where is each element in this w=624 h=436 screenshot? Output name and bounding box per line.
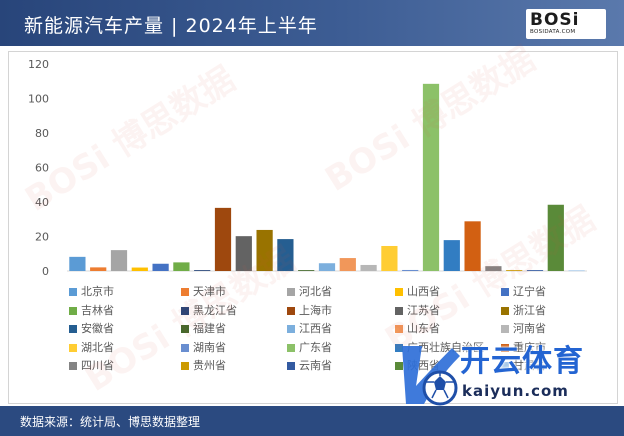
kaiyun-overlay: 开云体育 kaiyun.com <box>394 326 624 422</box>
kaiyun-brand-name: 开云体育 <box>460 344 584 379</box>
legend-label: 湖北省 <box>81 340 114 354</box>
bar-云南省 <box>526 270 544 271</box>
legend-label: 江西省 <box>299 322 332 335</box>
legend-label: 辽宁省 <box>513 285 546 298</box>
legend-swatch <box>501 343 509 352</box>
y-tick-label: 120 <box>28 58 49 71</box>
legend-label: 广东省 <box>299 340 332 354</box>
legend-swatch <box>287 306 295 315</box>
bar-天津市 <box>90 267 107 271</box>
legend-swatch <box>395 325 403 333</box>
legend-label: 甘肃省 <box>513 359 546 372</box>
bar-四川省 <box>485 266 502 271</box>
legend-swatch <box>501 288 509 296</box>
legend-swatch <box>395 288 403 296</box>
bar-吉林省 <box>173 262 190 272</box>
bar-上海市 <box>214 207 232 271</box>
bar-辽宁省 <box>152 263 169 271</box>
bar-山东省 <box>339 258 356 271</box>
bar-陕西省 <box>547 204 564 271</box>
legend-swatch <box>287 325 295 333</box>
bar-北京市 <box>69 256 86 271</box>
y-tick-label: 100 <box>28 93 49 106</box>
legend-label: 重庆市 <box>513 340 546 354</box>
legend-label: 山西省 <box>407 285 440 298</box>
bar-chart: 0 20 40 60 80 100 120 <box>28 58 587 278</box>
bar-广东省 <box>422 83 440 271</box>
legend-swatch <box>181 325 189 333</box>
chart-frame: 0 20 40 60 80 100 120 北京市 天津市 河北省 山西省 辽宁省吉林省 黑龙江省 上海… <box>8 39 618 404</box>
bar-贵州省 <box>506 270 523 271</box>
legend-swatch <box>395 306 403 315</box>
bar-福建省 <box>298 270 315 271</box>
bar-安徽省 <box>277 239 294 271</box>
legend-label: 贵州省 <box>193 359 226 372</box>
bar-河南省 <box>360 264 377 271</box>
chart-title: 新能源汽车产量 | 2024年上半年 <box>24 15 318 37</box>
legend-swatch <box>395 362 403 370</box>
bar-江苏省 <box>235 236 252 271</box>
legend-swatch <box>69 288 77 296</box>
y-tick-label: 60 <box>35 162 49 175</box>
legend-swatch <box>69 362 77 370</box>
legend-swatch <box>395 343 403 352</box>
legend-label: 江苏省 <box>407 303 440 317</box>
legend-label: 安徽省 <box>81 322 114 335</box>
bar-重庆市 <box>464 221 481 271</box>
legend-label: 山东省 <box>407 322 440 335</box>
legend-label: 上海市 <box>299 303 332 317</box>
legend-label: 北京市 <box>81 285 114 298</box>
legend-label: 云南省 <box>299 359 332 372</box>
bar-黑龙江省 <box>194 270 211 271</box>
bar-河北省 <box>110 250 128 271</box>
y-tick-label: 40 <box>35 196 49 209</box>
logo-sub-text: BOSIDATA.COM <box>530 29 576 35</box>
legend-swatch <box>181 343 189 352</box>
legend-label: 湖南省 <box>193 340 226 354</box>
legend-swatch <box>181 288 189 296</box>
y-tick-label: 0 <box>42 265 49 278</box>
y-tick-label: 20 <box>35 231 49 244</box>
legend-swatch <box>181 362 189 370</box>
legend-swatch <box>501 325 509 333</box>
legend-swatch <box>287 362 295 370</box>
legend-swatch <box>69 325 77 333</box>
legend-swatch <box>181 306 189 315</box>
bar-甘肃省 <box>568 270 585 272</box>
bosi-logo: BOSi BOSIDATA.COM <box>526 9 606 39</box>
logo-main-text: BOSi <box>530 10 580 30</box>
y-tick-label: 80 <box>35 127 49 140</box>
footer-bar: 数据来源：统计局、博思数据整理 <box>0 406 624 436</box>
bar-湖北省 <box>381 245 398 271</box>
legend-swatch <box>69 306 77 315</box>
legend-label: 河北省 <box>299 285 332 298</box>
bar-江西省 <box>318 263 336 271</box>
legend-label: 河南省 <box>513 322 546 335</box>
bar-湖南省 <box>402 269 419 271</box>
bar-山西省 <box>131 267 148 271</box>
bar-广西壮族自治区 <box>443 240 460 271</box>
legend-swatch <box>501 306 509 315</box>
legend-label: 浙江省 <box>513 303 546 317</box>
title-bar: 新能源汽车产量 | 2024年上半年 BOSi BOSIDATA.COM <box>0 0 624 46</box>
legend-label: 黑龙江省 <box>193 303 237 317</box>
legend-label: 广西壮族自治区 <box>407 340 484 354</box>
legend-label: 四川省 <box>81 359 114 372</box>
kaiyun-brand-url: kaiyun.com <box>462 382 569 400</box>
legend-swatch <box>287 288 295 296</box>
legend-label: 吉林省 <box>81 303 114 317</box>
legend-label: 福建省 <box>193 322 226 335</box>
legend-label: 天津市 <box>193 285 226 298</box>
kaiyun-emblem-icon <box>402 346 460 406</box>
data-source: 数据来源：统计局、博思数据整理 <box>20 415 201 429</box>
legend-swatch <box>69 343 77 352</box>
legend-swatch <box>287 343 295 352</box>
bar-浙江省 <box>256 229 273 271</box>
legend-swatch <box>501 362 509 370</box>
